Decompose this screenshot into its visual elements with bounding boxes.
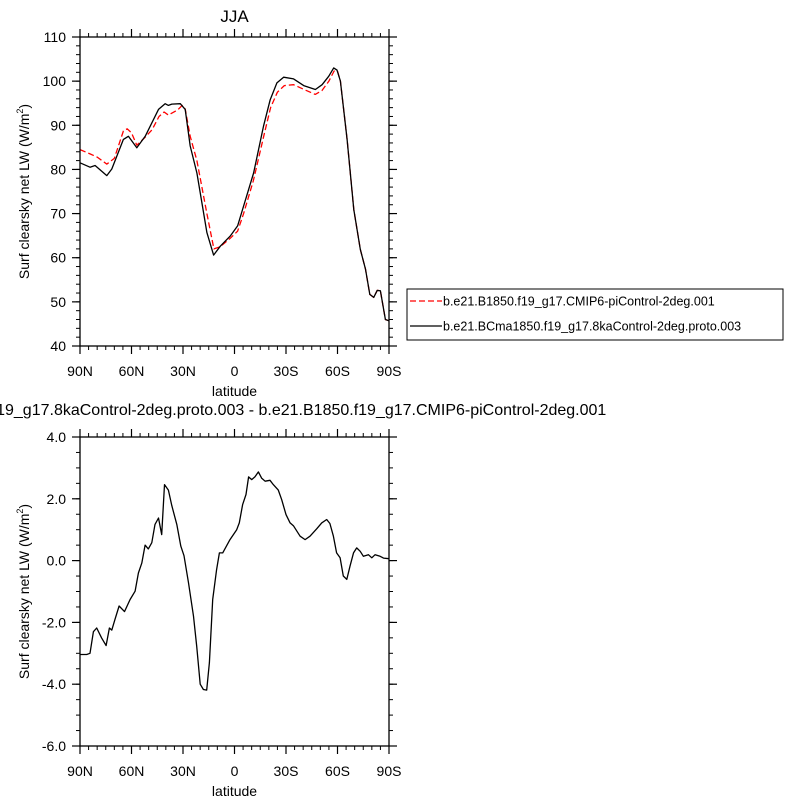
y-axis-label-superscript: 2	[15, 109, 25, 114]
legend-box	[406, 288, 784, 341]
plot-frame	[79, 36, 390, 347]
x-tick-label: 0	[231, 363, 239, 379]
plot-frame	[79, 436, 390, 747]
chart-title: b.e21.BCma1850.f19_g17.8kaControl-2deg.p…	[0, 402, 606, 419]
x-tick-label: 90N	[67, 363, 93, 379]
series-line-2	[79, 67, 390, 322]
y-tick-label: -2.0	[42, 614, 66, 630]
x-tick-label: 60N	[119, 763, 145, 779]
y-tick-label: 60	[50, 250, 66, 266]
y-axis-label: Surf clearsky net LW (W/m2)	[15, 104, 32, 279]
x-tick-label: 60S	[325, 363, 350, 379]
x-tick-label: 0	[231, 763, 239, 779]
chart-2: b.e21.BCma1850.f19_g17.8kaControl-2deg.p…	[0, 402, 606, 799]
x-tick-label: 90N	[67, 763, 93, 779]
y-tick-label: 2.0	[47, 491, 67, 507]
y-tick-label: 80	[50, 161, 66, 177]
y-tick-label: 40	[50, 338, 66, 354]
y-tick-label: 100	[43, 73, 67, 89]
x-tick-label: 30S	[274, 363, 299, 379]
y-tick-label: 70	[50, 206, 66, 222]
legend-label-1: b.e21.B1850.f19_g17.CMIP6-piControl-2deg…	[443, 295, 715, 309]
y-axis-label-text: Surf clearsky net LW (W/m	[16, 114, 32, 279]
chart-1: JJA 90N 60N 30N 0 30S 60S 90S 110 100 90 80 70 60 50 40…	[15, 7, 784, 399]
series-line-1	[79, 70, 390, 322]
x-tick-label: 60S	[325, 763, 350, 779]
y-axis-label-text: Surf clearsky net LW (W/m	[16, 514, 32, 679]
y-axis-label: Surf clearsky net LW (W/m2)	[15, 504, 32, 679]
y-tick-label: 110	[44, 29, 67, 45]
chart-title: JJA	[220, 7, 249, 26]
legend-label-2: b.e21.BCma1850.f19_g17.8kaControl-2deg.p…	[443, 320, 741, 334]
x-tick-label: 90S	[377, 763, 402, 779]
y-tick-label: 0.0	[47, 553, 67, 569]
y-axis-label-close: )	[16, 104, 32, 109]
series-line-1	[80, 471, 390, 691]
y-tick-label: -4.0	[42, 676, 66, 692]
y-tick-label: 90	[50, 117, 66, 133]
x-tick-label: 30N	[170, 363, 196, 379]
y-axis-label-close: )	[16, 504, 32, 509]
x-axis-label: latitude	[212, 783, 257, 799]
x-tick-label: 30N	[170, 763, 196, 779]
x-tick-label: 90S	[377, 363, 402, 379]
x-axis-label: latitude	[212, 383, 257, 399]
x-tick-label: 60N	[119, 363, 145, 379]
y-tick-label: 50	[50, 294, 66, 310]
y-axis-label-superscript: 2	[15, 509, 25, 514]
y-tick-label: 4.0	[47, 429, 67, 445]
y-tick-label: -6.0	[42, 738, 66, 754]
legend: b.e21.B1850.f19_g17.CMIP6-piControl-2deg…	[406, 288, 784, 341]
x-tick-label: 30S	[274, 763, 299, 779]
